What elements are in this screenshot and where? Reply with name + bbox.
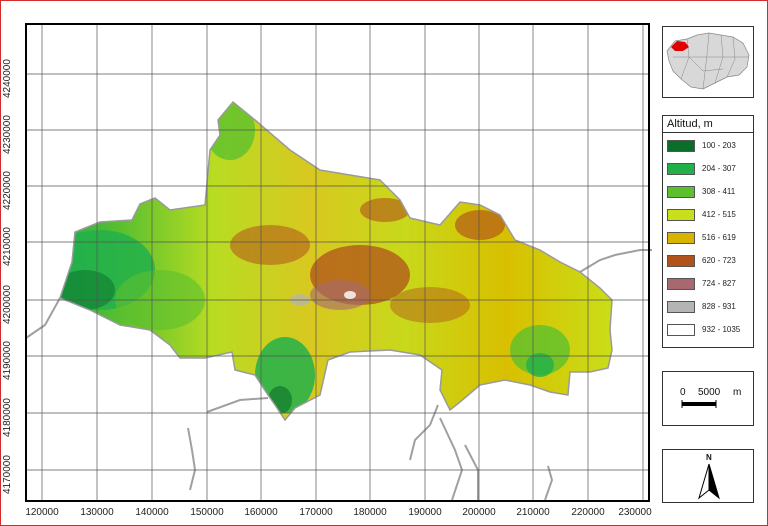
legend-label: 724 - 827 <box>702 279 736 288</box>
map-neatline <box>25 23 650 502</box>
x-tick-label: 150000 <box>190 507 224 518</box>
legend-item: 308 - 411 <box>667 186 751 200</box>
x-tick-label: 120000 <box>25 507 59 518</box>
locator-map <box>662 26 754 98</box>
x-tick-label: 170000 <box>299 507 333 518</box>
andalusia-locator-map-icon <box>666 32 750 90</box>
legend-label: 516 - 619 <box>702 233 736 242</box>
y-tick-label: 4180000 <box>2 398 13 437</box>
legend-swatch <box>667 232 695 244</box>
legend-swatch <box>667 255 695 267</box>
legend-label: 620 - 723 <box>702 256 736 265</box>
legend-label: 308 - 411 <box>702 187 736 196</box>
legend-swatch <box>667 163 695 175</box>
legend-label: 412 - 515 <box>702 210 736 219</box>
legend-item: 620 - 723 <box>667 255 751 269</box>
scale-bar-graphic <box>681 400 717 408</box>
elevation-raster <box>60 102 612 420</box>
y-tick-label: 4200000 <box>2 285 13 324</box>
y-tick-label: 4210000 <box>2 227 13 266</box>
legend-label: 100 - 203 <box>702 141 736 150</box>
legend-item: 932 - 1035 <box>667 324 751 338</box>
y-tick-label: 4190000 <box>2 341 13 380</box>
x-tick-label: 130000 <box>80 507 114 518</box>
x-tick-label: 210000 <box>516 507 550 518</box>
north-arrow-box: N <box>662 449 754 503</box>
scale-distance-label: 5000 <box>698 387 721 398</box>
legend-swatch <box>667 140 695 152</box>
legend-item: 412 - 515 <box>667 209 751 223</box>
legend-label: 932 - 1035 <box>702 325 741 334</box>
legend-item: 516 - 619 <box>667 232 751 246</box>
x-tick-label: 200000 <box>462 507 496 518</box>
north-label: N <box>706 453 712 462</box>
y-tick-label: 4240000 <box>2 59 13 98</box>
legend-swatch <box>667 209 695 221</box>
legend-divider <box>663 132 753 133</box>
legend-item: 100 - 203 <box>667 140 751 154</box>
scale-bar: 0 5000 m <box>662 371 754 426</box>
legend-item: 724 - 827 <box>667 278 751 292</box>
legend-swatch <box>667 278 695 290</box>
legend-item: 204 - 307 <box>667 163 751 177</box>
x-tick-label: 160000 <box>244 507 278 518</box>
legend-item: 828 - 931 <box>667 301 751 315</box>
x-tick-label: 140000 <box>135 507 169 518</box>
legend-label: 204 - 307 <box>702 164 736 173</box>
legend-swatch <box>667 186 695 198</box>
boundary-lines <box>25 249 652 501</box>
scale-unit-label: m <box>733 387 742 398</box>
x-tick-label: 190000 <box>408 507 442 518</box>
north-arrow-icon <box>698 463 720 500</box>
legend-title: Altitud, m <box>667 118 713 130</box>
x-tick-label: 180000 <box>353 507 387 518</box>
x-tick-label: 230000 <box>618 507 652 518</box>
legend-label: 828 - 931 <box>702 302 736 311</box>
legend-swatch <box>667 324 695 336</box>
x-tick-label: 220000 <box>571 507 605 518</box>
legend-swatch <box>667 301 695 313</box>
y-tick-label: 4220000 <box>2 171 13 210</box>
elevation-legend: Altitud, m 100 - 203 204 - 307 308 - 411… <box>662 115 754 348</box>
scale-zero-label: 0 <box>680 387 686 398</box>
coordinate-grid <box>26 24 649 501</box>
y-tick-label: 4230000 <box>2 115 13 154</box>
y-tick-label: 4170000 <box>2 455 13 494</box>
